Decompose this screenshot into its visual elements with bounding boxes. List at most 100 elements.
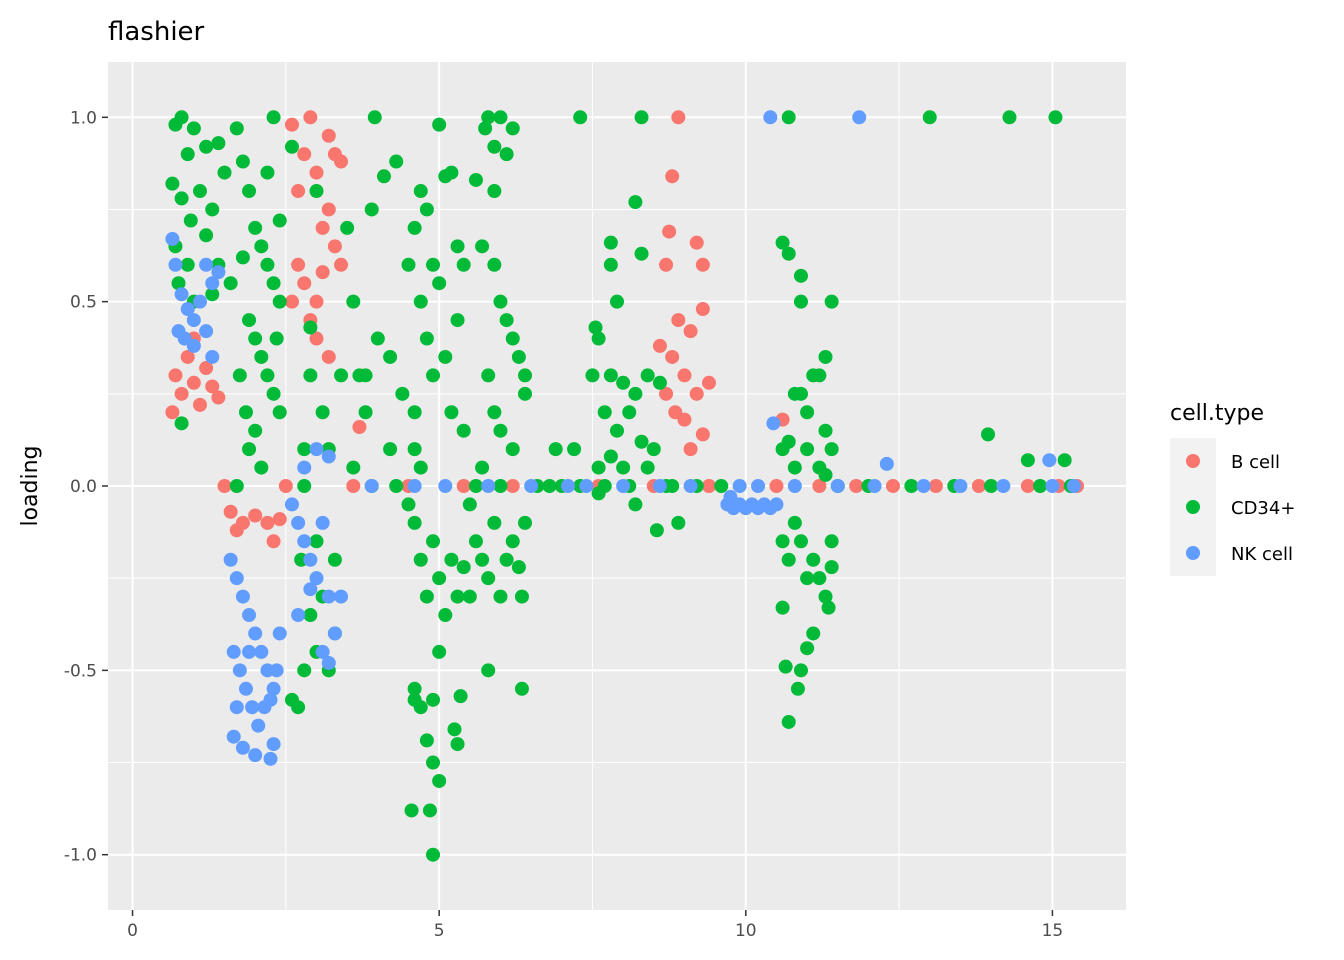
point-cd34 bbox=[603, 449, 618, 464]
point-cd34 bbox=[778, 659, 793, 674]
point-cd34 bbox=[468, 172, 483, 187]
point-b-cell bbox=[352, 420, 367, 435]
point-nk-cell bbox=[769, 497, 784, 512]
point-cd34 bbox=[775, 235, 790, 250]
point-nk-cell bbox=[953, 479, 968, 493]
legend-label-b-cell: B cell bbox=[1231, 452, 1280, 473]
point-b-cell bbox=[334, 154, 349, 169]
point-cd34 bbox=[223, 276, 238, 291]
point-b-cell bbox=[291, 184, 306, 199]
point-nk-cell bbox=[1042, 453, 1057, 468]
point-b-cell bbox=[1020, 479, 1035, 493]
x-tick-label: 15 bbox=[1042, 921, 1064, 941]
point-cd34 bbox=[422, 803, 437, 818]
point-b-cell bbox=[662, 224, 677, 239]
point-cd34 bbox=[597, 405, 612, 420]
point-cd34 bbox=[775, 442, 790, 457]
point-b-cell bbox=[334, 257, 349, 272]
point-cd34 bbox=[824, 442, 839, 457]
point-cd34 bbox=[383, 442, 398, 457]
point-nk-cell bbox=[263, 751, 278, 766]
point-nk-cell bbox=[334, 589, 349, 604]
point-b-cell bbox=[849, 479, 864, 493]
point-b-cell bbox=[272, 512, 287, 527]
point-cd34 bbox=[714, 479, 729, 493]
point-cd34 bbox=[922, 110, 937, 125]
point-cd34 bbox=[432, 117, 447, 132]
point-nk-cell bbox=[407, 479, 422, 493]
point-nk-cell bbox=[579, 479, 594, 493]
point-b-cell bbox=[769, 479, 784, 493]
point-nk-cell bbox=[309, 442, 324, 457]
point-nk-cell bbox=[321, 589, 336, 604]
x-tick-label: 10 bbox=[735, 921, 757, 941]
y-tick-label: 1.0 bbox=[70, 108, 97, 128]
point-cd34 bbox=[186, 121, 201, 136]
point-cd34 bbox=[481, 571, 496, 586]
point-cd34 bbox=[787, 460, 802, 475]
point-nk-cell bbox=[199, 257, 214, 272]
point-cd34 bbox=[254, 460, 269, 475]
point-nk-cell bbox=[180, 302, 195, 317]
legend: cell.type B cell CD34+ NK cell bbox=[1170, 401, 1295, 576]
point-cd34 bbox=[389, 479, 404, 493]
point-b-cell bbox=[456, 479, 471, 493]
point-cd34 bbox=[426, 692, 441, 707]
point-cd34 bbox=[376, 169, 391, 184]
point-cd34 bbox=[781, 246, 796, 261]
point-cd34 bbox=[610, 294, 624, 309]
point-cd34 bbox=[481, 663, 496, 678]
point-nk-cell bbox=[481, 479, 496, 493]
point-cd34 bbox=[800, 641, 815, 656]
point-cd34 bbox=[481, 368, 496, 383]
point-cd34 bbox=[475, 239, 490, 254]
point-b-cell bbox=[885, 479, 900, 493]
point-cd34 bbox=[413, 294, 428, 309]
point-cd34 bbox=[818, 349, 833, 364]
point-cd34 bbox=[174, 191, 189, 206]
point-cd34 bbox=[781, 714, 796, 729]
point-cd34 bbox=[775, 534, 790, 549]
point-nk-cell bbox=[683, 479, 698, 493]
point-cd34 bbox=[260, 368, 275, 383]
point-cd34 bbox=[793, 294, 808, 309]
point-nk-cell bbox=[438, 479, 453, 493]
point-cd34 bbox=[824, 294, 839, 309]
point-nk-cell bbox=[174, 287, 189, 302]
point-b-cell bbox=[505, 479, 520, 493]
point-nk-cell bbox=[192, 294, 207, 309]
point-cd34 bbox=[432, 276, 447, 291]
point-cd34 bbox=[180, 257, 195, 272]
point-cd34 bbox=[248, 423, 263, 438]
point-b-cell bbox=[192, 397, 207, 412]
point-cd34 bbox=[505, 534, 520, 549]
point-nk-cell bbox=[852, 110, 867, 125]
point-nk-cell bbox=[266, 737, 281, 752]
data-points bbox=[165, 110, 1084, 862]
point-cd34 bbox=[548, 442, 563, 457]
point-nk-cell bbox=[732, 479, 747, 493]
point-cd34 bbox=[573, 110, 588, 125]
point-cd34 bbox=[514, 589, 529, 604]
point-cd34 bbox=[232, 368, 247, 383]
point-cd34 bbox=[634, 246, 649, 261]
point-cd34 bbox=[229, 121, 244, 136]
point-cd34 bbox=[487, 184, 502, 199]
point-cd34 bbox=[180, 147, 195, 162]
point-cd34 bbox=[505, 442, 520, 457]
point-nk-cell bbox=[787, 479, 802, 493]
point-b-cell bbox=[229, 523, 244, 538]
point-nk-cell bbox=[248, 626, 263, 641]
legend-key-b-cell bbox=[1186, 454, 1200, 468]
point-nk-cell bbox=[616, 479, 631, 493]
point-cd34 bbox=[242, 442, 257, 457]
point-cd34 bbox=[1048, 110, 1063, 125]
point-cd34 bbox=[266, 386, 281, 401]
point-cd34 bbox=[389, 154, 404, 169]
point-cd34 bbox=[205, 202, 220, 217]
legend-key-cd34 bbox=[1186, 500, 1200, 514]
point-cd34 bbox=[309, 534, 324, 549]
point-cd34 bbox=[567, 442, 582, 457]
point-nk-cell bbox=[205, 276, 220, 291]
point-nk-cell bbox=[238, 681, 253, 696]
